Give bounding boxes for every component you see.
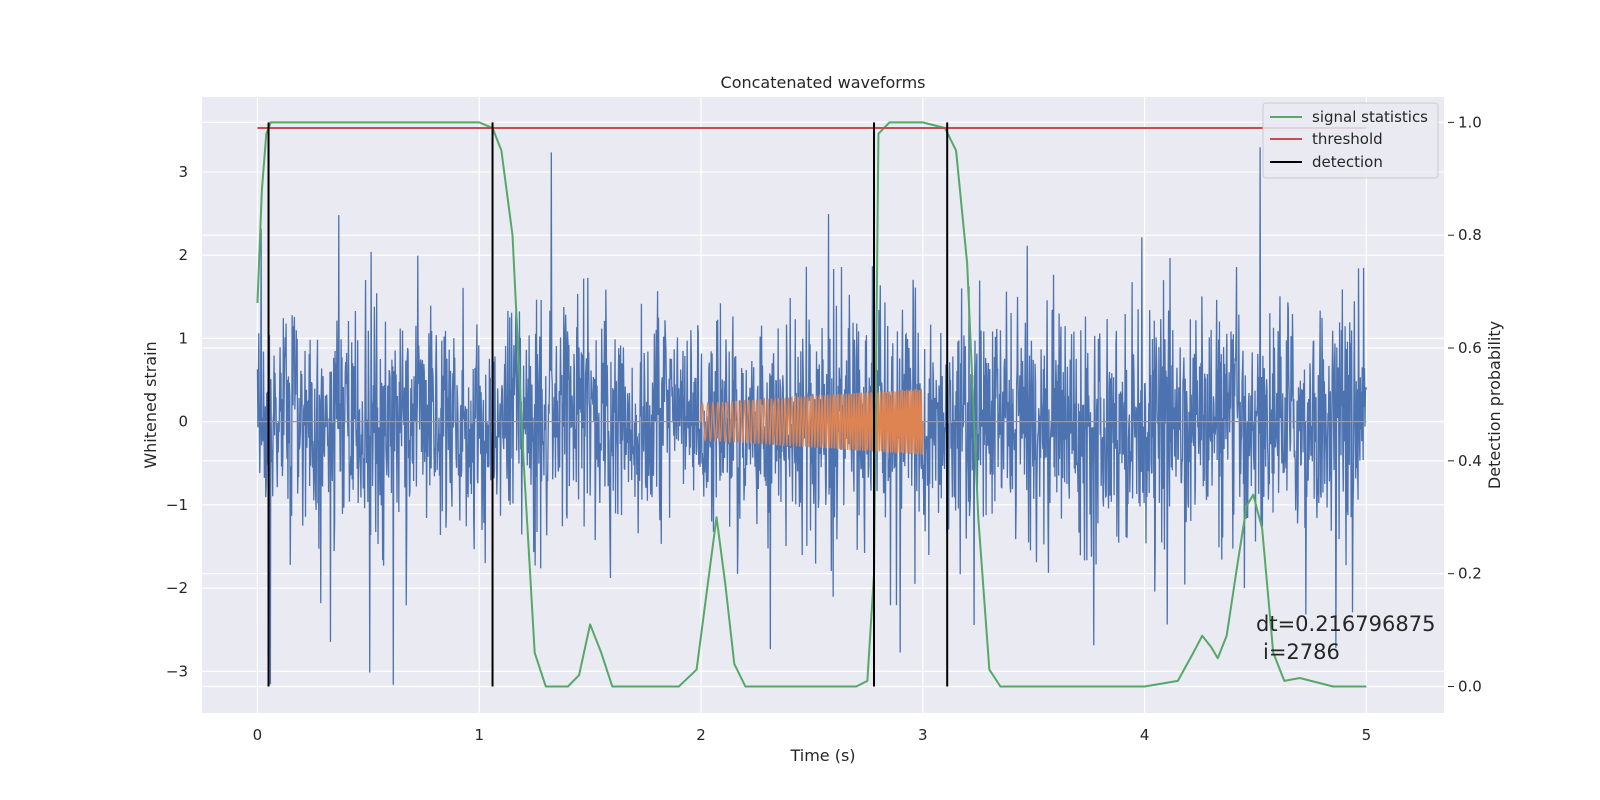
y2-tick-label: 0.6 <box>1458 339 1482 357</box>
y-tick-label: 1 <box>178 329 188 347</box>
legend-label-detection: detection <box>1312 153 1383 171</box>
series-signal-statistics <box>256 121 1367 688</box>
y2-tick-label: 0.0 <box>1458 677 1482 695</box>
x-tick-label: 3 <box>918 726 928 744</box>
annotation-index: i=2786 <box>1263 640 1340 664</box>
x-axis-label: Time (s) <box>789 746 855 765</box>
x-tick-label: 5 <box>1362 726 1372 744</box>
x-tick-label: 2 <box>696 726 706 744</box>
x-tick-label: 0 <box>253 726 263 744</box>
y-tick-label: −2 <box>166 579 188 597</box>
chart-title: Concatenated waveforms <box>721 73 926 92</box>
annotation-dt: dt=0.216796875 <box>1256 612 1435 636</box>
legend-label-signal-statistics: signal statistics <box>1312 108 1428 126</box>
legend: signal statistics threshold detection <box>1262 102 1439 179</box>
y-axis-label: Whitened strain <box>141 341 160 468</box>
series-layer <box>256 121 1368 688</box>
y-tick-label: 0 <box>178 413 188 431</box>
x-tick-label: 4 <box>1140 726 1150 744</box>
series-injected-chirp <box>257 388 1367 455</box>
y-tick-label: 2 <box>178 246 188 264</box>
y2-tick-label: 0.8 <box>1458 226 1482 244</box>
legend-label-threshold: threshold <box>1312 130 1383 148</box>
y-tick-label: −1 <box>166 496 188 514</box>
ticks: 0 1 2 3 4 5 −3 −2 −1 0 1 2 3 0.0 0.2 0.4 0.6 0.8 1.0 <box>166 113 1482 744</box>
x-tick-label: 1 <box>474 726 484 744</box>
legend-box <box>1262 102 1439 179</box>
y2-tick-label: 0.2 <box>1458 565 1482 583</box>
y2-axis-label: Detection probability <box>1485 321 1504 489</box>
y-tick-label: 3 <box>178 163 188 181</box>
y2-tick-label: 0.4 <box>1458 452 1482 470</box>
series-whitened-strain <box>256 147 1368 685</box>
y-tick-label: −3 <box>166 662 188 680</box>
y2-tick-label: 1.0 <box>1458 113 1482 131</box>
